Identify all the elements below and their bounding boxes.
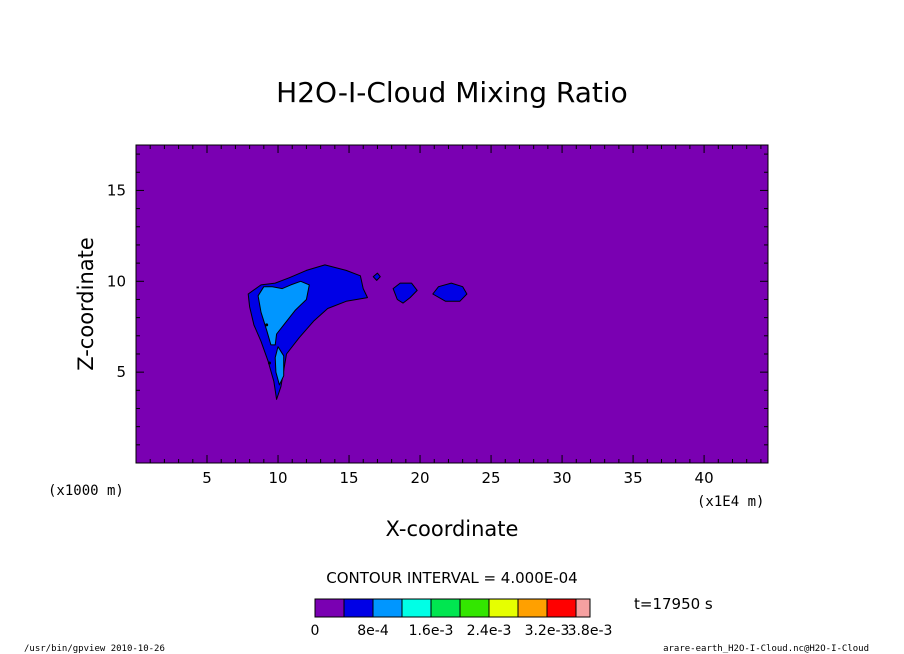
legend-label: 0 — [311, 623, 320, 639]
legend-label: 1.6e-3 — [409, 623, 454, 639]
plot-area: 5 10 15 20 25 30 35 40 5 10 15 — [107, 144, 769, 487]
legend-swatch-7 — [517, 598, 548, 618]
x-tick-label: 35 — [624, 469, 643, 487]
y-tick-label: 5 — [116, 363, 126, 381]
legend-swatch-8 — [546, 598, 577, 618]
legend-label: 3.8e-3 — [568, 623, 613, 639]
plot-background — [136, 145, 768, 463]
chart-title: H2O-I-Cloud Mixing Ratio — [276, 76, 628, 109]
y-tick-label: 15 — [107, 181, 126, 199]
x-tick-label: 20 — [410, 469, 429, 487]
legend-swatch-0 — [314, 598, 345, 618]
x-tick-label: 15 — [339, 469, 358, 487]
legend-swatch-5 — [459, 598, 490, 618]
y-tick-label: 10 — [107, 272, 126, 290]
x-tick-label: 5 — [202, 469, 212, 487]
x-axis-label: X-coordinate — [386, 517, 519, 541]
contour-interval-text: CONTOUR INTERVAL = 4.000E-04 — [326, 569, 577, 587]
y-axis-label: Z-coordinate — [74, 237, 98, 371]
color-legend: 0 8e-4 1.6e-3 2.4e-3 3.2e-33.8e-3 — [311, 598, 613, 639]
x-units-right: (x1E4 m) — [697, 494, 764, 510]
footer-left: /usr/bin/gpview 2010-10-26 — [24, 644, 165, 654]
legend-swatch-9 — [575, 598, 591, 618]
legend-swatch-2 — [372, 598, 403, 618]
contour-region-4 — [257, 280, 310, 346]
x-units-left: (x1000 m) — [48, 483, 124, 499]
contour-region-5 — [274, 346, 285, 386]
legend-label: 2.4e-3 — [467, 623, 512, 639]
contour-region-3 — [372, 272, 381, 281]
legend-swatch-4 — [430, 598, 461, 618]
contour-region-1 — [392, 282, 418, 304]
contour-dot-0 — [265, 323, 269, 327]
legend-swatch-6 — [488, 598, 519, 618]
footer-right: arare-earth_H2O-I-Cloud.nc@H2O-I-Cloud — [663, 644, 869, 654]
contour-dot-1 — [268, 361, 272, 365]
legend-label: 3.2e-3 — [525, 623, 570, 639]
legend-swatch-3 — [401, 598, 432, 618]
legend-swatch-1 — [343, 598, 374, 618]
x-tick-label: 25 — [482, 469, 501, 487]
legend-label: 8e-4 — [357, 623, 389, 639]
x-tick-label: 10 — [268, 469, 287, 487]
time-text: t=17950 s — [634, 595, 713, 613]
plot-frame — [135, 144, 769, 464]
x-tick-label: 40 — [695, 469, 714, 487]
contour-region-2 — [432, 282, 468, 302]
x-tick-label: 30 — [553, 469, 572, 487]
